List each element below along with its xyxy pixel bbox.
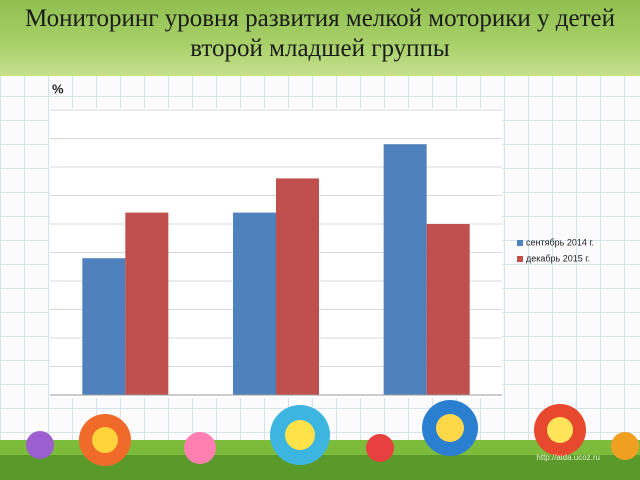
bar — [82, 258, 126, 395]
bar — [276, 178, 319, 395]
legend-label: декабрь 2015 г. — [526, 253, 590, 263]
bar — [233, 212, 276, 395]
watermark: http://aida.ucoz.ru — [536, 453, 600, 462]
bar — [125, 212, 169, 395]
decoration — [0, 400, 640, 480]
legend-swatch — [517, 256, 523, 262]
chart-title: Мониторинг уровня развития мелкой мотори… — [25, 5, 615, 62]
legend-label: сентябрь 2014 г. — [526, 237, 594, 247]
y-axis-label: % — [52, 81, 64, 96]
bar — [383, 144, 427, 395]
legend-swatch — [517, 240, 523, 246]
bar — [426, 224, 470, 395]
header — [0, 0, 640, 76]
